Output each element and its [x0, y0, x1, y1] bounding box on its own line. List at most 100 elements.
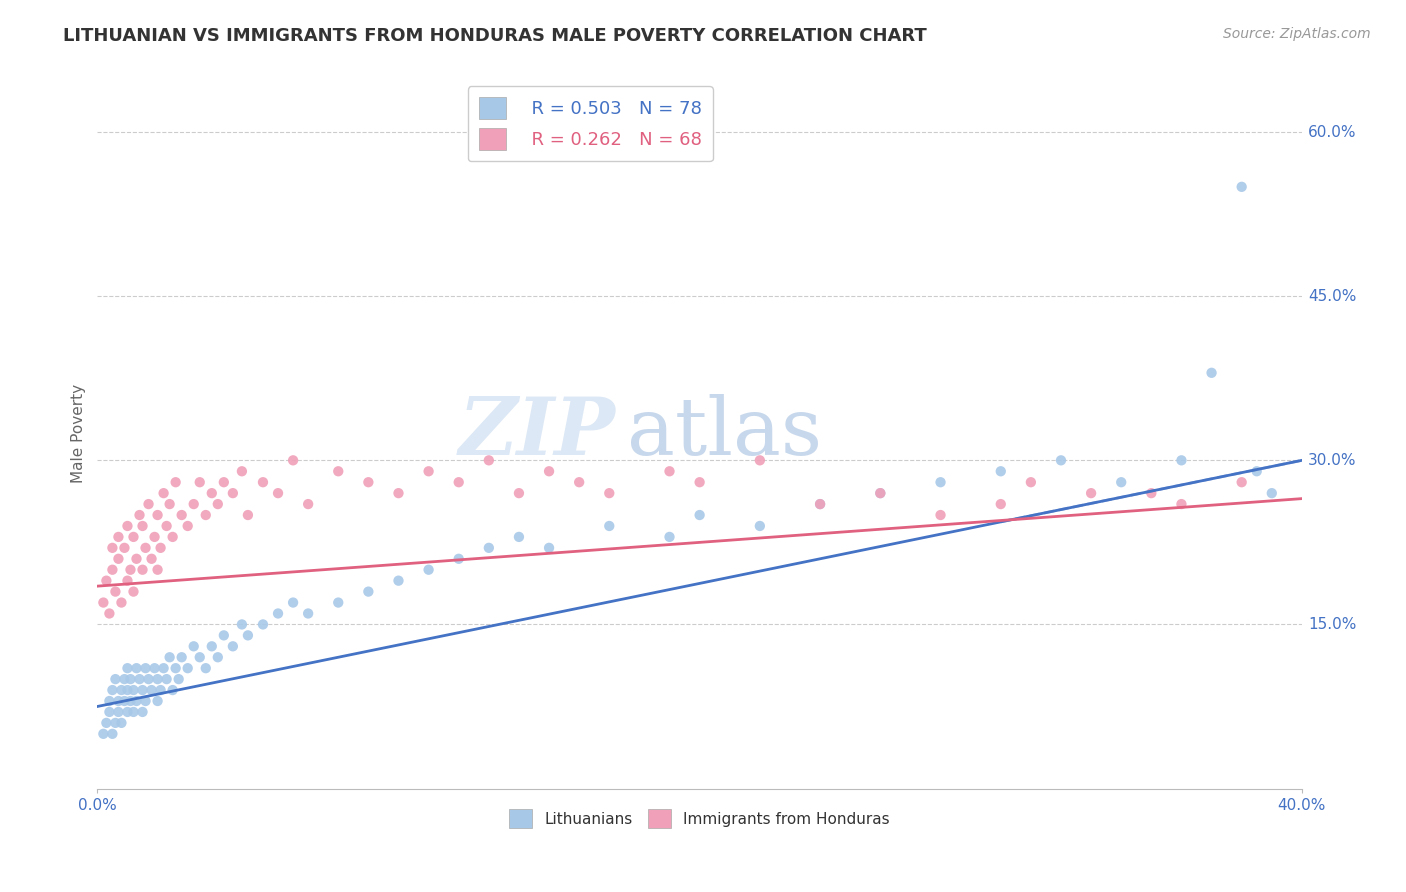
Point [183, 640, 205, 654]
Point [107, 694, 129, 708]
Point [1261, 486, 1284, 500]
Point [418, 464, 440, 478]
Point [104, 715, 127, 730]
Point [138, 672, 160, 686]
Point [1080, 486, 1102, 500]
Point [135, 541, 157, 555]
Point [107, 705, 129, 719]
Point [104, 672, 127, 686]
Point [152, 486, 174, 500]
Point [990, 497, 1012, 511]
Point [1230, 475, 1253, 490]
Point [114, 541, 136, 555]
Point [120, 672, 142, 686]
Point [128, 508, 150, 522]
Point [96, 574, 118, 588]
Point [98, 607, 121, 621]
Point [146, 508, 169, 522]
Point [146, 563, 169, 577]
Point [122, 584, 145, 599]
Point [128, 672, 150, 686]
Point [990, 464, 1012, 478]
Point [201, 640, 224, 654]
Point [167, 672, 190, 686]
Point [141, 683, 163, 698]
Point [101, 541, 124, 555]
Point [1170, 497, 1192, 511]
Point [146, 672, 169, 686]
Point [146, 694, 169, 708]
Point [1170, 453, 1192, 467]
Point [110, 683, 132, 698]
Text: ZIP: ZIP [458, 394, 616, 472]
Point [110, 715, 132, 730]
Point [267, 607, 290, 621]
Point [162, 530, 184, 544]
Point [114, 694, 136, 708]
Point [141, 551, 163, 566]
Point [162, 683, 184, 698]
Point [1109, 475, 1132, 490]
Point [131, 563, 153, 577]
Point [149, 683, 172, 698]
Text: 15.0%: 15.0% [1308, 617, 1357, 632]
Point [236, 508, 259, 522]
Point [281, 453, 304, 467]
Point [165, 661, 187, 675]
Point [156, 672, 179, 686]
Point [212, 475, 235, 490]
Point [117, 705, 139, 719]
Point [267, 486, 290, 500]
Point [748, 519, 770, 533]
Point [598, 486, 620, 500]
Point [508, 530, 530, 544]
Point [120, 563, 142, 577]
Point [538, 541, 561, 555]
Point [231, 617, 253, 632]
Point [165, 475, 187, 490]
Point [508, 486, 530, 500]
Text: Source: ZipAtlas.com: Source: ZipAtlas.com [1223, 27, 1371, 41]
Point [131, 683, 153, 698]
Point [135, 694, 157, 708]
Point [143, 661, 166, 675]
Point [222, 486, 245, 500]
Point [387, 486, 409, 500]
Point [281, 596, 304, 610]
Point [159, 650, 181, 665]
Point [658, 464, 681, 478]
Point [418, 563, 440, 577]
Point [328, 596, 350, 610]
Point [357, 584, 380, 599]
Text: atlas: atlas [627, 394, 823, 472]
Point [231, 464, 253, 478]
Point [188, 650, 211, 665]
Point [207, 497, 229, 511]
Text: LITHUANIAN VS IMMIGRANTS FROM HONDURAS MALE POVERTY CORRELATION CHART: LITHUANIAN VS IMMIGRANTS FROM HONDURAS M… [63, 27, 927, 45]
Point [138, 497, 160, 511]
Point [1019, 475, 1042, 490]
Point [117, 683, 139, 698]
Point [101, 683, 124, 698]
Point [212, 628, 235, 642]
Point [125, 661, 148, 675]
Point [808, 497, 831, 511]
Point [689, 508, 711, 522]
Point [207, 650, 229, 665]
Point [869, 486, 891, 500]
Point [135, 661, 157, 675]
Text: 60.0%: 60.0% [1308, 125, 1357, 140]
Point [658, 530, 681, 544]
Point [236, 628, 259, 642]
Point [478, 541, 501, 555]
Point [183, 497, 205, 511]
Point [176, 519, 198, 533]
Point [131, 519, 153, 533]
Point [117, 574, 139, 588]
Point [122, 683, 145, 698]
Point [252, 617, 274, 632]
Point [101, 727, 124, 741]
Point [201, 486, 224, 500]
Point [159, 497, 181, 511]
Point [122, 705, 145, 719]
